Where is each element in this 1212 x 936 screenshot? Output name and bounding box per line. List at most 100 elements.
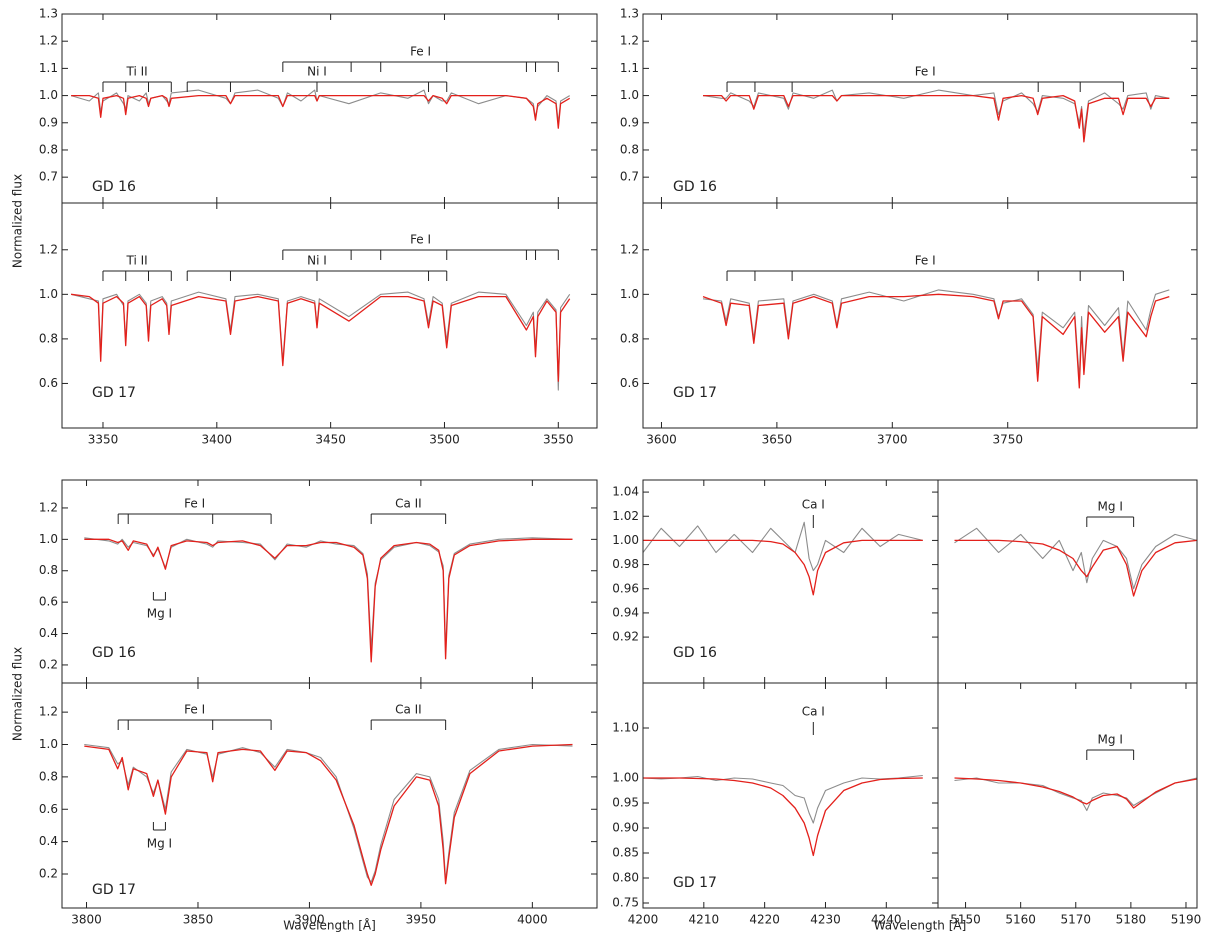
panel-frame — [937, 682, 1198, 909]
spectrum-line — [71, 293, 571, 382]
line-label: Ca I — [802, 498, 825, 512]
y-tick-label: 0.95 — [612, 796, 639, 810]
star-label: GD 17 — [673, 875, 717, 891]
x-tick-label: 5190 — [1171, 913, 1202, 927]
x-tick-label: 3550 — [543, 433, 574, 447]
y-tick-label: 1.2 — [620, 34, 639, 48]
y-tick-label: 1.2 — [39, 500, 58, 514]
line-label: Fe I — [915, 254, 936, 268]
x-tick-label: 3800 — [71, 913, 102, 927]
y-tick-label: 0.2 — [39, 657, 58, 671]
y-tick-label: 1.04 — [612, 485, 639, 499]
x-tick-label: 3700 — [877, 433, 908, 447]
y-tick-label: 0.85 — [612, 846, 639, 860]
y-tick-label: 1.3 — [39, 7, 58, 21]
line-label: Fe I — [410, 233, 431, 247]
x-tick-label: 4240 — [871, 913, 902, 927]
spectrum-line — [702, 89, 1170, 135]
y-axis-label: Normalized flux — [11, 647, 25, 741]
y-tick-label: 0.6 — [39, 595, 58, 609]
spectrum-line — [84, 743, 573, 883]
y-tick-label: 1.0 — [39, 287, 58, 301]
y-tick-label: 0.4 — [39, 834, 58, 848]
y-tick-label: 1.00 — [612, 771, 639, 785]
panel-frame — [61, 682, 598, 909]
y-tick-label: 0.75 — [612, 896, 639, 910]
x-tick-label: 3750 — [992, 433, 1023, 447]
x-tick-label: 5160 — [1005, 913, 1036, 927]
line-label: Ti II — [126, 65, 148, 79]
y-tick-label: 0.4 — [39, 626, 58, 640]
y-tick-label: 1.00 — [612, 533, 639, 547]
spectrum-line — [84, 743, 573, 886]
spectrum-line — [643, 777, 923, 857]
y-tick-label: 0.7 — [620, 170, 639, 184]
x-axis-label: Wavelength [Å] — [874, 918, 967, 933]
y-tick-label: 0.7 — [39, 170, 58, 184]
y-tick-label: 1.1 — [620, 61, 639, 75]
y-tick-label: 1.10 — [612, 721, 639, 735]
x-tick-label: 3450 — [315, 433, 346, 447]
star-label: GD 16 — [673, 645, 717, 661]
y-tick-label: 0.9 — [39, 115, 58, 129]
line-label: Mg I — [1098, 500, 1123, 514]
spectrum-line — [71, 94, 571, 129]
y-tick-label: 0.8 — [39, 769, 58, 783]
line-label: Mg I — [147, 607, 172, 621]
x-axis-label: Wavelength [Å] — [283, 918, 376, 933]
spectrum-line — [954, 777, 1198, 809]
panel-frame — [61, 202, 598, 429]
x-tick-label: 3900 — [294, 913, 325, 927]
x-tick-label: 3500 — [429, 433, 460, 447]
y-tick-label: 0.6 — [620, 376, 639, 390]
x-tick-label: 3850 — [183, 913, 214, 927]
spectrum-line — [702, 289, 1170, 380]
line-label: Ca II — [395, 497, 422, 511]
y-tick-label: 1.1 — [39, 61, 58, 75]
y-tick-label: 1.2 — [620, 242, 639, 256]
x-tick-label: 4200 — [628, 913, 659, 927]
y-tick-label: 1.0 — [39, 532, 58, 546]
y-tick-label: 1.3 — [620, 7, 639, 21]
y-tick-label: 0.94 — [612, 605, 639, 619]
x-tick-label: 3400 — [202, 433, 233, 447]
spectrum-line — [642, 521, 923, 572]
x-tick-label: 4230 — [810, 913, 841, 927]
star-label: GD 17 — [673, 385, 717, 401]
star-label: GD 16 — [92, 179, 136, 195]
line-label: Ca II — [395, 703, 422, 717]
y-tick-label: 1.2 — [39, 34, 58, 48]
y-tick-label: 1.0 — [39, 88, 58, 102]
y-tick-label: 1.0 — [620, 88, 639, 102]
panel-frame — [642, 202, 1198, 429]
y-tick-label: 0.80 — [612, 871, 639, 885]
y-tick-label: 0.6 — [39, 376, 58, 390]
spectrum-line — [954, 777, 1198, 812]
line-label: Ni I — [307, 65, 327, 79]
y-tick-label: 0.92 — [612, 630, 639, 644]
line-label: Mg I — [147, 837, 172, 851]
x-tick-label: 4000 — [517, 913, 548, 927]
line-label: Ti II — [126, 254, 148, 268]
y-tick-label: 1.02 — [612, 509, 639, 523]
y-tick-label: 0.8 — [39, 331, 58, 345]
spectrum-line — [702, 293, 1170, 389]
spectrum-line — [84, 537, 573, 650]
line-label: Fe I — [410, 45, 431, 59]
y-tick-label: 0.2 — [39, 867, 58, 881]
spectrum-line — [954, 539, 1198, 597]
y-tick-label: 0.8 — [39, 142, 58, 156]
line-label: Fe I — [184, 497, 205, 511]
line-label: Ni I — [307, 254, 327, 268]
spectrum-line — [70, 291, 571, 391]
y-tick-label: 0.8 — [620, 142, 639, 156]
y-tick-label: 1.2 — [39, 242, 58, 256]
y-tick-label: 1.2 — [39, 705, 58, 719]
x-tick-label: 5170 — [1060, 913, 1091, 927]
y-tick-label: 1.0 — [39, 737, 58, 751]
y-tick-label: 0.90 — [612, 821, 639, 835]
panel-frame — [61, 13, 598, 204]
y-tick-label: 0.96 — [612, 581, 639, 595]
y-axis-label: Normalized flux — [11, 174, 25, 268]
